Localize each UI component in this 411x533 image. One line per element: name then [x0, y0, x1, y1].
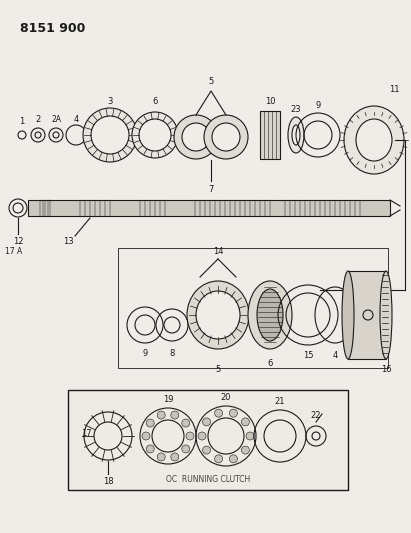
Text: 23: 23 — [291, 104, 301, 114]
Ellipse shape — [292, 125, 300, 145]
Text: 4: 4 — [74, 115, 79, 124]
Text: 8151 900: 8151 900 — [20, 22, 85, 35]
Circle shape — [203, 446, 210, 454]
Circle shape — [182, 419, 190, 427]
Circle shape — [182, 445, 190, 453]
Circle shape — [229, 409, 238, 417]
Text: OC  RUNNING CLUTCH: OC RUNNING CLUTCH — [166, 475, 250, 484]
Text: 2: 2 — [35, 115, 41, 124]
Circle shape — [142, 432, 150, 440]
Text: 8: 8 — [169, 349, 175, 358]
Text: 9: 9 — [142, 349, 148, 358]
Text: 9: 9 — [315, 101, 321, 109]
Text: 14: 14 — [213, 247, 223, 256]
Text: 3: 3 — [107, 96, 113, 106]
Text: 16: 16 — [381, 365, 391, 374]
Text: 13: 13 — [63, 238, 73, 246]
Text: 17 A: 17 A — [5, 247, 23, 256]
Circle shape — [146, 445, 154, 453]
Ellipse shape — [212, 123, 240, 151]
Text: 19: 19 — [163, 394, 173, 403]
Ellipse shape — [248, 281, 292, 349]
Text: 15: 15 — [303, 351, 313, 359]
Text: 6: 6 — [152, 96, 158, 106]
Ellipse shape — [344, 106, 404, 174]
Text: 10: 10 — [265, 98, 275, 107]
Ellipse shape — [187, 281, 249, 349]
Text: 5: 5 — [215, 365, 221, 374]
Ellipse shape — [257, 289, 283, 341]
Ellipse shape — [174, 115, 218, 159]
Text: 2A: 2A — [51, 115, 61, 124]
Text: 1: 1 — [19, 117, 25, 125]
Circle shape — [203, 418, 210, 426]
Bar — [348, 271, 386, 359]
Ellipse shape — [380, 271, 392, 359]
Text: 21: 21 — [275, 397, 285, 406]
Bar — [68, 390, 348, 490]
Circle shape — [241, 418, 249, 426]
Ellipse shape — [139, 119, 171, 151]
Circle shape — [171, 453, 179, 461]
Ellipse shape — [196, 291, 240, 339]
Text: 7: 7 — [208, 185, 214, 195]
Circle shape — [146, 419, 154, 427]
Text: 18: 18 — [103, 477, 113, 486]
Circle shape — [229, 455, 238, 463]
Circle shape — [215, 409, 223, 417]
Circle shape — [246, 432, 254, 440]
Circle shape — [186, 432, 194, 440]
Bar — [118, 248, 388, 368]
Text: 11: 11 — [389, 85, 399, 94]
Text: 5: 5 — [208, 77, 214, 86]
Ellipse shape — [356, 119, 392, 161]
Ellipse shape — [91, 116, 129, 154]
Ellipse shape — [182, 123, 210, 151]
Text: 4: 4 — [332, 351, 337, 359]
Text: 12: 12 — [13, 237, 23, 246]
Bar — [28, 200, 390, 216]
Ellipse shape — [288, 117, 304, 153]
Ellipse shape — [132, 112, 178, 158]
Circle shape — [198, 432, 206, 440]
Text: 22: 22 — [311, 411, 321, 421]
Circle shape — [171, 411, 179, 419]
Circle shape — [215, 455, 223, 463]
Circle shape — [157, 411, 165, 419]
Circle shape — [241, 446, 249, 454]
Text: 17: 17 — [81, 430, 91, 439]
Ellipse shape — [83, 108, 137, 162]
Text: 20: 20 — [221, 392, 231, 401]
Text: 6: 6 — [267, 359, 272, 367]
Circle shape — [157, 453, 165, 461]
Ellipse shape — [342, 271, 354, 359]
Ellipse shape — [204, 115, 248, 159]
Bar — [260, 111, 280, 159]
